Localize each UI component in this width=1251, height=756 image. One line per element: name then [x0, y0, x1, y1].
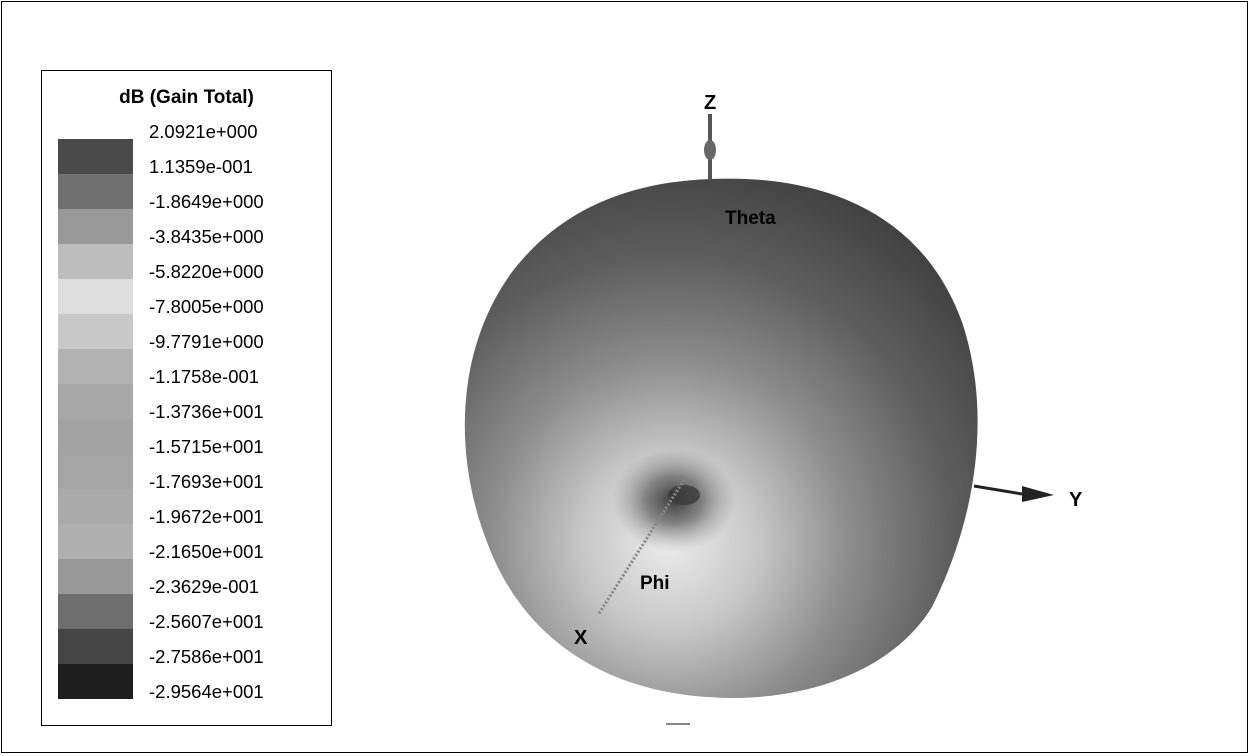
legend-swatch — [58, 139, 133, 174]
legend-swatch — [58, 244, 133, 279]
legend-swatch — [58, 454, 133, 489]
legend-tick-label: -7.8005e+000 — [149, 296, 264, 317]
pattern-svg — [464, 114, 1054, 725]
legend-tick-label: -3.8435e+000 — [149, 226, 264, 247]
legend-swatch — [58, 209, 133, 244]
legend-tick-label: -1.1758e-001 — [149, 366, 260, 387]
legend-swatch — [58, 524, 133, 559]
legend-swatch — [58, 174, 133, 209]
legend-swatch — [58, 419, 133, 454]
y-axis-arrowhead — [1022, 486, 1054, 502]
legend-swatch — [58, 629, 133, 664]
legend-tick-label: -2.3629e-001 — [149, 576, 260, 597]
legend-tick-label: -1.3736e+001 — [149, 401, 264, 422]
y-axis-label: Y — [1069, 489, 1083, 511]
legend-color-scale — [58, 139, 133, 699]
legend-swatch — [58, 279, 133, 314]
legend-swatch — [58, 664, 133, 699]
legend-swatch — [58, 489, 133, 524]
legend-swatch — [58, 384, 133, 419]
legend-tick-label: -9.7791e+000 — [149, 331, 264, 352]
x-axis-line — [596, 479, 686, 616]
x-axis-label: X — [574, 627, 588, 649]
legend-swatch — [58, 594, 133, 629]
theta-label: Theta — [725, 208, 776, 229]
legend-title: dB (Gain Total) — [119, 87, 254, 108]
legend-tick-label: -2.9564e+001 — [149, 681, 264, 702]
legend-swatch — [58, 314, 133, 349]
legend-tick-label: -1.5715e+001 — [149, 436, 264, 457]
legend-tick-label: -2.5607e+001 — [149, 611, 264, 632]
legend-tick-label: 1.1359e-001 — [149, 156, 253, 177]
pattern-surface — [464, 178, 978, 698]
legend-tick-label: -2.1650e+001 — [149, 541, 264, 562]
legend-swatch — [58, 559, 133, 594]
phi-label: Phi — [640, 573, 670, 594]
y-axis-line — [973, 484, 1023, 496]
legend-swatch — [58, 349, 133, 384]
legend-tick-label: -1.8649e+000 — [149, 191, 264, 212]
z-axis-label: Z — [704, 92, 717, 114]
gain-legend: dB (Gain Total) 2.0921e+000 1.1359e-001 -1… — [41, 70, 332, 726]
radiation-pattern-3d: Z Y X Theta Phi — [402, 62, 1102, 752]
legend-tick-label: -1.7693e+001 — [149, 471, 264, 492]
legend-tick-label: -2.7586e+001 — [149, 646, 264, 667]
legend-tick-label: -1.9672e+001 — [149, 506, 264, 527]
legend-tick-label: 2.0921e+000 — [149, 121, 258, 142]
legend-tick-label: -5.8220e+000 — [149, 261, 264, 282]
